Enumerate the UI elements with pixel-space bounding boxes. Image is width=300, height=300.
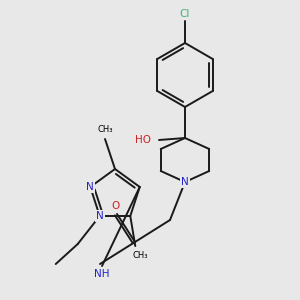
Text: N: N: [181, 177, 189, 187]
Text: N: N: [86, 182, 94, 192]
Text: N: N: [96, 211, 104, 221]
Text: HO: HO: [135, 135, 151, 145]
Text: O: O: [111, 201, 119, 211]
Text: NH: NH: [94, 269, 110, 279]
Text: Cl: Cl: [180, 9, 190, 19]
Text: CH₃: CH₃: [133, 250, 148, 260]
Text: CH₃: CH₃: [97, 125, 113, 134]
